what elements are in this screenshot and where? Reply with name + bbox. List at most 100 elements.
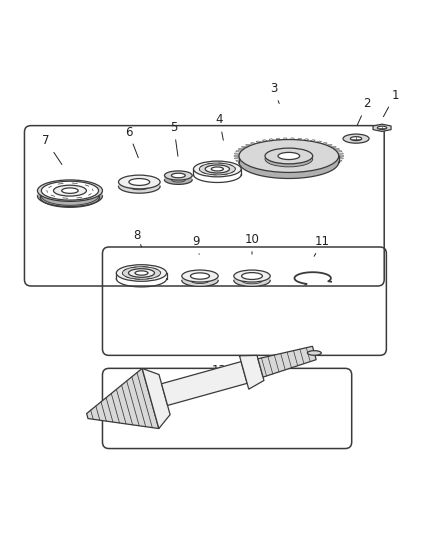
Polygon shape [235,151,241,152]
Polygon shape [336,151,341,152]
Ellipse shape [199,163,235,175]
Polygon shape [276,138,280,140]
Polygon shape [336,160,341,161]
Polygon shape [241,146,247,148]
Polygon shape [325,166,332,168]
Polygon shape [258,346,315,377]
Ellipse shape [134,271,148,275]
Ellipse shape [342,134,368,143]
Ellipse shape [241,272,262,279]
Ellipse shape [118,175,160,189]
Polygon shape [276,172,280,174]
Polygon shape [250,142,256,144]
Polygon shape [235,160,241,161]
Polygon shape [297,138,301,140]
Polygon shape [181,276,218,286]
Polygon shape [118,182,160,193]
Ellipse shape [164,171,192,180]
Polygon shape [315,169,321,171]
Text: 7: 7 [42,134,62,165]
Text: 2: 2 [357,98,370,125]
Ellipse shape [181,270,218,282]
Polygon shape [262,170,267,172]
Ellipse shape [193,161,240,177]
Polygon shape [268,139,273,141]
Ellipse shape [116,265,166,281]
Ellipse shape [129,179,149,185]
Polygon shape [333,162,339,164]
Polygon shape [241,164,247,166]
Polygon shape [330,146,336,148]
Polygon shape [238,156,338,179]
Polygon shape [161,361,247,406]
Polygon shape [239,356,263,389]
Ellipse shape [377,126,386,130]
Ellipse shape [277,152,299,159]
Ellipse shape [122,266,160,279]
Ellipse shape [233,270,270,282]
Text: 11: 11 [313,235,329,256]
Ellipse shape [37,180,102,201]
Polygon shape [283,172,286,174]
Polygon shape [338,155,343,157]
Polygon shape [255,141,261,143]
Polygon shape [233,155,239,157]
Ellipse shape [62,188,78,193]
Polygon shape [315,141,321,143]
Polygon shape [142,368,170,429]
Polygon shape [237,162,244,164]
Polygon shape [309,140,314,142]
Ellipse shape [40,181,99,200]
Ellipse shape [211,167,223,171]
Polygon shape [37,191,102,207]
Polygon shape [245,166,251,168]
Polygon shape [234,158,239,159]
Text: 1: 1 [382,89,398,117]
Ellipse shape [350,136,361,141]
Ellipse shape [53,185,86,196]
Text: 9: 9 [191,235,199,254]
Polygon shape [325,144,332,146]
Ellipse shape [47,183,93,198]
Polygon shape [321,142,327,144]
Text: 12: 12 [208,364,226,384]
Polygon shape [297,172,301,174]
Polygon shape [321,167,327,169]
Ellipse shape [128,269,154,277]
Ellipse shape [238,140,338,172]
Ellipse shape [190,273,209,279]
Polygon shape [303,171,308,173]
Polygon shape [262,140,267,142]
Ellipse shape [41,181,99,200]
Text: 4: 4 [215,114,223,140]
Text: 8: 8 [133,229,141,247]
Polygon shape [337,158,343,159]
Text: 6: 6 [124,126,138,158]
Polygon shape [290,172,293,174]
Polygon shape [268,171,273,173]
Ellipse shape [265,151,312,167]
Polygon shape [245,144,251,146]
Polygon shape [233,276,270,286]
Polygon shape [237,148,244,150]
Text: 5: 5 [170,122,177,156]
Ellipse shape [205,165,229,173]
Polygon shape [255,169,261,171]
Polygon shape [309,170,314,172]
Polygon shape [283,138,286,140]
Ellipse shape [265,148,312,164]
Polygon shape [164,175,192,184]
Polygon shape [372,124,390,132]
Text: 3: 3 [269,82,279,103]
Text: 10: 10 [244,233,259,254]
Polygon shape [337,153,343,155]
Ellipse shape [241,272,262,279]
Polygon shape [333,148,339,150]
Polygon shape [330,164,336,166]
Polygon shape [303,139,308,141]
Ellipse shape [307,351,321,356]
Polygon shape [234,153,239,155]
Polygon shape [250,167,256,169]
Ellipse shape [171,173,185,178]
Polygon shape [290,138,293,140]
